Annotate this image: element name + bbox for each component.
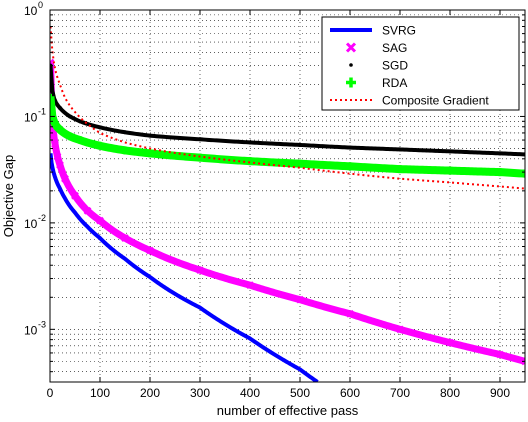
y-tick-label-base: 10 bbox=[24, 110, 38, 124]
legend-label: SGD bbox=[382, 59, 408, 73]
data-point bbox=[146, 149, 154, 158]
series-line bbox=[50, 153, 319, 382]
series-sag bbox=[50, 58, 525, 366]
legend-label: RDA bbox=[382, 76, 407, 90]
data-point bbox=[56, 125, 64, 134]
data-point bbox=[446, 166, 454, 175]
data-point bbox=[496, 168, 504, 177]
x-tick-label: 100 bbox=[90, 386, 110, 400]
data-point bbox=[496, 350, 504, 359]
data-point bbox=[121, 146, 129, 155]
y-tick-label-exponent: -2 bbox=[38, 213, 46, 223]
series-rda bbox=[50, 93, 525, 178]
legend-swatch bbox=[349, 63, 353, 67]
data-point bbox=[448, 149, 452, 154]
x-tick-label: 500 bbox=[290, 386, 310, 400]
plot-frame bbox=[49, 9, 526, 383]
legend-label: SAG bbox=[382, 41, 407, 55]
data-point bbox=[66, 132, 74, 141]
series-line bbox=[50, 62, 525, 365]
y-tick-label: 10 -3 bbox=[24, 319, 46, 337]
data-point bbox=[298, 142, 302, 147]
legend-item-svrg: SVRG bbox=[330, 24, 416, 38]
data-point bbox=[346, 162, 354, 171]
data-point bbox=[76, 136, 84, 145]
x-axis-label: number of effective pass bbox=[217, 403, 359, 418]
data-point bbox=[68, 114, 72, 119]
data-point bbox=[198, 137, 202, 142]
data-point bbox=[96, 216, 104, 225]
legend-label: Composite Gradient bbox=[382, 94, 489, 108]
data-point bbox=[196, 153, 204, 162]
data-point bbox=[146, 246, 154, 255]
data-point bbox=[396, 165, 404, 174]
data-point bbox=[296, 159, 304, 168]
y-tick-label: 10 -1 bbox=[24, 106, 46, 124]
data-point bbox=[50, 108, 56, 117]
x-tick-label: 200 bbox=[140, 386, 160, 400]
y-tick-label-exponent: -1 bbox=[38, 106, 46, 116]
data-point bbox=[398, 147, 402, 152]
y-tick-label-base: 10 bbox=[24, 217, 38, 231]
legend-label: SVRG bbox=[382, 24, 416, 38]
data-point bbox=[96, 141, 104, 150]
x-tick-label: 900 bbox=[490, 386, 510, 400]
legend-swatch bbox=[345, 42, 357, 53]
x-tick-label: 0 bbox=[47, 386, 54, 400]
data-point bbox=[246, 157, 254, 166]
legend-item-composite-gradient: Composite Gradient bbox=[330, 94, 489, 108]
x-tick-label: 700 bbox=[390, 386, 410, 400]
data-point bbox=[148, 133, 152, 138]
series-layer bbox=[50, 26, 525, 382]
x-tick-label: 300 bbox=[190, 386, 210, 400]
legend: SVRG SAG SGD RDA Composite Gradient bbox=[321, 16, 520, 111]
data-point bbox=[58, 106, 62, 111]
y-tick-label: 10 0 bbox=[24, 0, 43, 18]
data-point bbox=[446, 338, 454, 347]
y-tick-label-base: 10 bbox=[24, 323, 38, 337]
data-point bbox=[83, 206, 92, 215]
data-point bbox=[521, 357, 525, 366]
data-point bbox=[348, 145, 352, 150]
y-tick-label-exponent: -3 bbox=[38, 319, 46, 329]
data-point bbox=[248, 140, 252, 145]
data-point bbox=[296, 295, 304, 304]
data-point bbox=[498, 151, 502, 156]
legend-item-rda: RDA bbox=[346, 76, 407, 90]
y-axis-label: Objective Gap bbox=[1, 155, 16, 237]
legend-item-sgd: SGD bbox=[349, 59, 408, 73]
data-point bbox=[346, 309, 354, 318]
series-line bbox=[50, 65, 525, 157]
x-tick-label: 600 bbox=[340, 386, 360, 400]
data-point bbox=[123, 130, 127, 135]
y-tick-label: 10 -2 bbox=[24, 213, 46, 231]
data-point bbox=[61, 174, 69, 183]
data-point bbox=[78, 119, 82, 124]
y-tick-label-exponent: 0 bbox=[38, 0, 43, 10]
legend-item-sag: SAG bbox=[345, 41, 407, 55]
data-point bbox=[71, 191, 79, 200]
legend-swatch bbox=[346, 77, 356, 88]
data-point bbox=[51, 140, 59, 148]
series-sgd bbox=[50, 63, 525, 157]
x-tick-label: 400 bbox=[240, 386, 260, 400]
data-point bbox=[121, 234, 129, 242]
x-tick-label: 800 bbox=[440, 386, 460, 400]
data-point bbox=[98, 125, 102, 130]
legend-box bbox=[321, 16, 520, 111]
data-point bbox=[56, 161, 64, 169]
data-point bbox=[53, 152, 62, 161]
y-tick-label-base: 10 bbox=[24, 4, 38, 18]
data-point bbox=[521, 169, 525, 178]
data-point bbox=[396, 325, 404, 334]
series-line bbox=[50, 97, 525, 178]
data-point bbox=[196, 266, 204, 274]
data-point bbox=[246, 281, 254, 290]
data-point bbox=[51, 119, 59, 128]
